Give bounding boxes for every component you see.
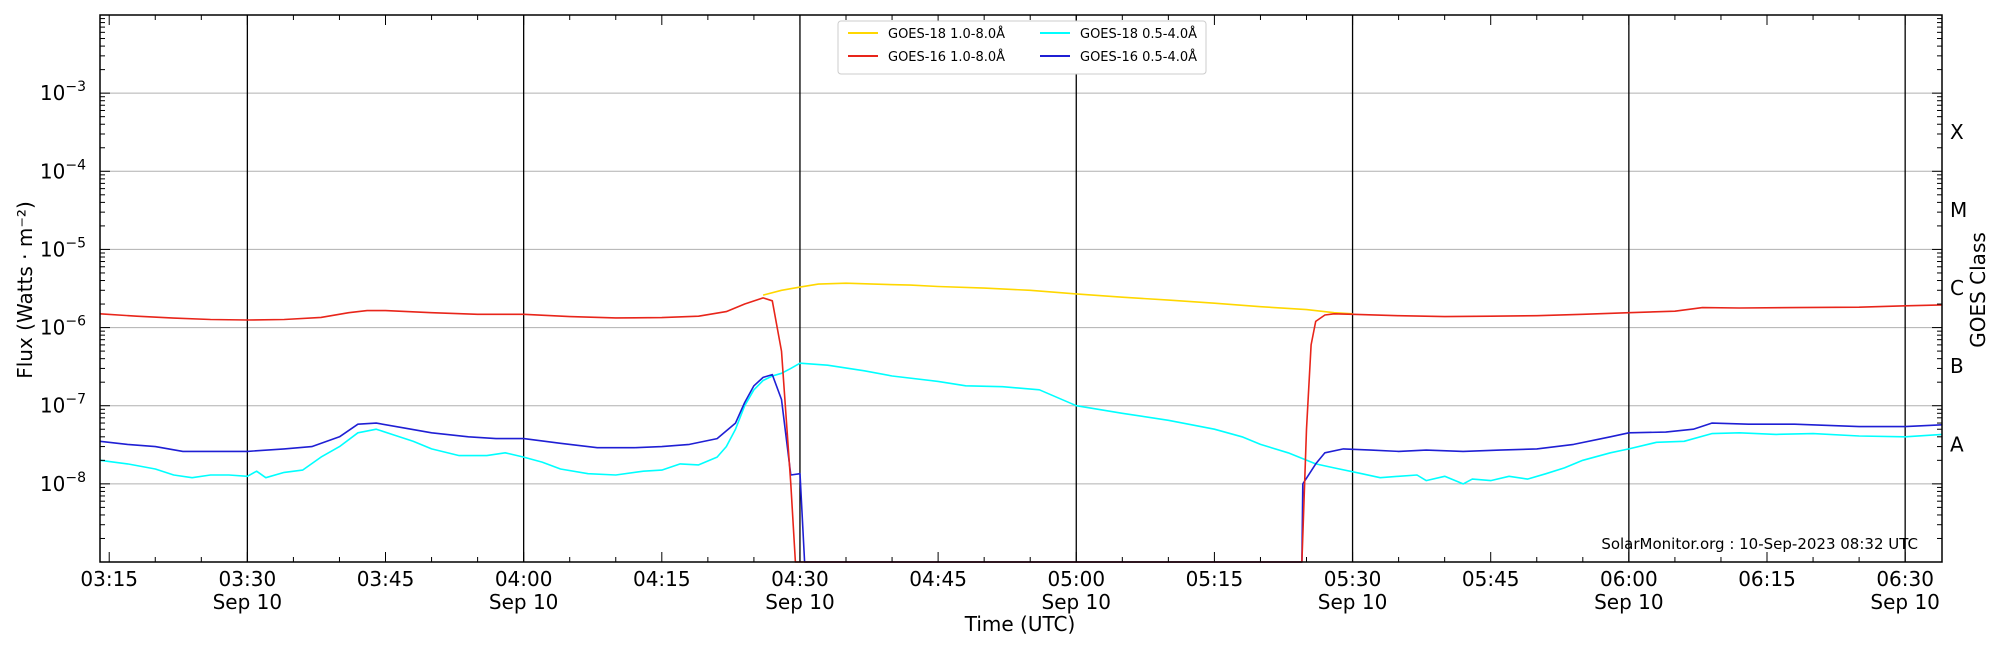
y-tick-label: 10−8 xyxy=(40,470,86,496)
x-axis-title: Time (UTC) xyxy=(964,612,1076,636)
time-divider-lines xyxy=(246,15,1906,562)
x-tick-label: 05:15 xyxy=(1186,567,1244,591)
x-tick-date-label: Sep 10 xyxy=(1318,590,1388,614)
x-tick-label: 03:15 xyxy=(80,567,138,591)
y-tick-labels: 10−8 10−7 10−6 10−5 10−4 10−3 xyxy=(40,79,86,496)
legend-box xyxy=(837,20,1207,75)
x-tick-date-label: Sep 10 xyxy=(765,590,835,614)
series-line xyxy=(99,362,1943,485)
x-tick-label: 05:45 xyxy=(1462,567,1520,591)
x-tick-date-label: Sep 10 xyxy=(489,590,559,614)
goes-class-labels: A B C M X xyxy=(1950,120,1967,457)
x-tick-label: 04:45 xyxy=(909,567,967,591)
y-tick-label: 10−6 xyxy=(40,314,86,340)
goes-class-label: B xyxy=(1950,354,1964,378)
x-tick-label: 05:00 xyxy=(1047,567,1105,591)
x-tick-label: 04:00 xyxy=(495,567,553,591)
x-tick-label: 04:30 xyxy=(771,567,829,591)
x-tick-label: 06:30 xyxy=(1876,567,1934,591)
x-tick-label: 05:30 xyxy=(1324,567,1382,591)
axis-ticks xyxy=(100,15,1942,562)
legend-label: GOES-16 0.5-4.0Å xyxy=(1080,49,1197,65)
x-tick-date-label: Sep 10 xyxy=(1042,590,1112,614)
grid-lines xyxy=(100,92,1942,485)
x-tick-label: 03:30 xyxy=(219,567,277,591)
legend: GOES-18 1.0-8.0Å GOES-16 1.0-8.0Å GOES-18 … xyxy=(837,20,1207,75)
legend-label: GOES-18 1.0-8.0Å xyxy=(888,26,1005,42)
x-tick-date-label: Sep 10 xyxy=(1594,590,1664,614)
goes-class-label: X xyxy=(1950,120,1964,144)
goes-class-label: A xyxy=(1950,432,1964,456)
x-tick-label: 06:00 xyxy=(1600,567,1658,591)
right-axis-title: GOES Class xyxy=(1966,232,1990,348)
x-tick-date-label: Sep 10 xyxy=(213,590,283,614)
plot-frame xyxy=(99,14,1943,563)
series-line xyxy=(99,297,1943,563)
y-axis-title: Flux (Watts · m⁻²) xyxy=(13,201,37,379)
credit-text: SolarMonitor.org : 10-Sep-2023 08:32 UTC xyxy=(1601,535,1918,553)
legend-label: GOES-18 0.5-4.0Å xyxy=(1080,26,1197,42)
legend-label: GOES-16 1.0-8.0Å xyxy=(888,49,1005,65)
series-line xyxy=(762,282,1353,315)
x-tick-label: 03:45 xyxy=(357,567,415,591)
x-tick-label: 06:15 xyxy=(1738,567,1796,591)
goes-class-label: M xyxy=(1950,198,1967,222)
y-tick-label: 10−5 xyxy=(40,235,86,261)
y-tick-label: 10−7 xyxy=(40,392,86,418)
y-tick-label: 10−3 xyxy=(40,79,86,105)
x-tick-label: 04:15 xyxy=(633,567,691,591)
goes-class-label: C xyxy=(1950,276,1964,300)
series-line xyxy=(99,373,1943,563)
data-series xyxy=(99,282,1943,563)
x-tick-date-label: Sep 10 xyxy=(1870,590,1940,614)
y-tick-label: 10−4 xyxy=(40,157,86,183)
